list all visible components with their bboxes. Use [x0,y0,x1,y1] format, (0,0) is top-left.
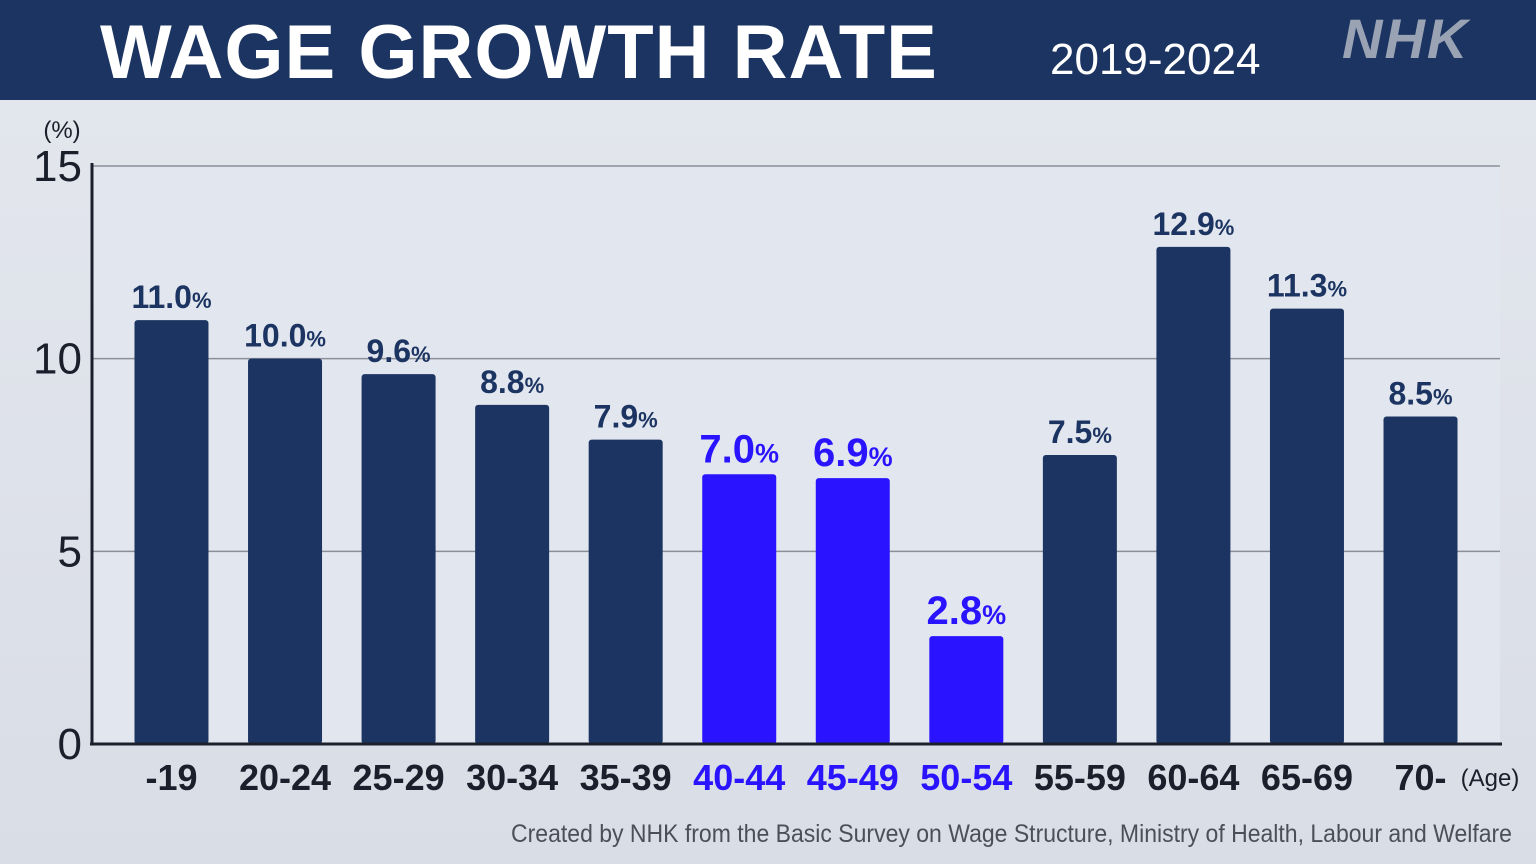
x-tick-label: 55-59 [1034,757,1126,798]
data-label: 6.9% [813,431,893,475]
y-tick-label: 15 [33,142,82,191]
x-tick-label: 70- [1395,757,1447,798]
x-tick-label: 30-34 [466,757,558,798]
y-tick-label: 5 [58,527,82,576]
data-label: 8.8% [480,364,544,400]
x-tick-label: 40-44 [693,757,785,798]
x-tick-label: 60-64 [1147,757,1239,798]
x-tick-label: 20-24 [239,757,331,798]
y-tick-labels: 0 5 10 15 [33,142,82,769]
bar-35-39 [588,439,663,744]
bar-55-59 [1042,455,1117,744]
data-label: 7.5% [1048,414,1112,450]
plot-area [92,166,1500,744]
x-axis-unit-label: (Age) [1461,765,1520,792]
data-label: 12.9% [1152,206,1234,242]
x-tick-labels: -19 20-24 25-29 30-34 35-39 40-44 45-49 50-54 55… [145,757,1446,798]
x-tick-label: 35-39 [580,757,672,798]
bar-50-54 [929,636,1004,744]
bars [134,246,1458,745]
data-label: 11.0% [131,279,211,315]
bar--19 [134,320,209,744]
x-tick-label: 65-69 [1261,757,1353,798]
gridlines [92,165,1500,553]
bar-20-24 [248,358,323,744]
bar-25-29 [361,374,436,744]
x-tick-label: 45-49 [807,757,899,798]
data-label: 2.8% [927,589,1007,633]
nhk-logo: NHK [1342,7,1470,70]
bar-30-34 [475,404,550,744]
chart-subtitle: 2019-2024 [1050,35,1261,84]
data-label: 7.0% [699,427,779,471]
axes [90,163,1502,746]
bar-65-69 [1269,308,1344,744]
x-tick-label: 25-29 [353,757,445,798]
bar-45-49 [815,478,890,744]
bar-60-64 [1156,246,1231,745]
x-tick-label: 50-54 [920,757,1012,798]
data-label: 11.3% [1267,268,1347,304]
data-labels: 11.0% 10.0% 9.6% 8.8% 7.9% 7.0% 6.9% 2.8% 7.5% 12… [131,206,1452,633]
source-note: Created by NHK from the Basic Survey on … [511,820,1512,848]
chart-title: WAGE GROWTH RATE [100,10,938,95]
title-banner: WAGE GROWTH RATE 2019-2024 NHK [0,0,1536,100]
y-tick-label: 0 [58,720,82,769]
y-axis-unit-label: (%) [43,117,80,144]
data-label: 7.9% [594,399,658,435]
bar-40-44 [702,474,777,744]
bar-70- [1383,416,1458,744]
y-tick-label: 10 [33,335,82,384]
x-tick-label: -19 [145,757,197,798]
data-label: 10.0% [244,318,326,354]
data-label: 8.5% [1388,375,1452,411]
data-label: 9.6% [367,333,431,369]
